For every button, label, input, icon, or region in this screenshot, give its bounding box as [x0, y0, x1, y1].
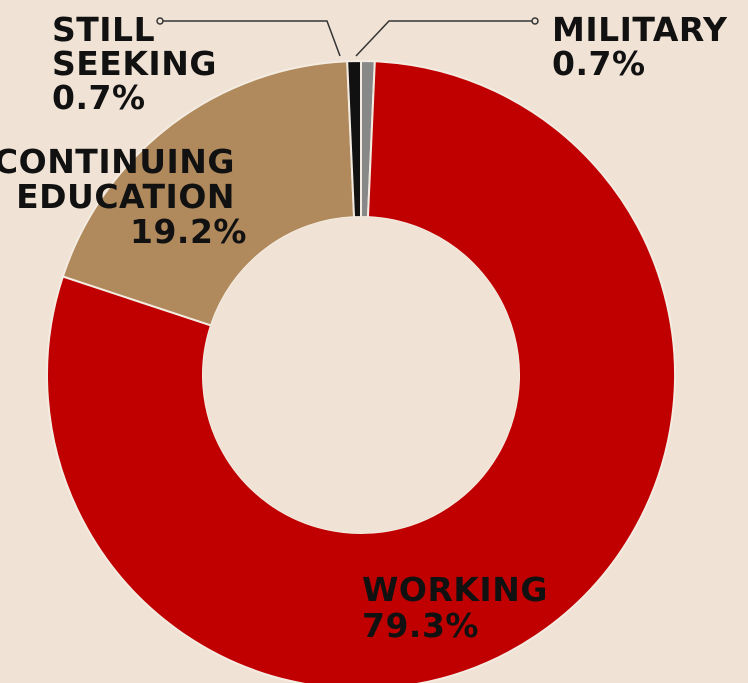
leader-line-military — [355, 20, 535, 57]
leader-line-still-seeking — [160, 20, 341, 57]
label-continuing-education-line-1: CONTINUING — [0, 142, 235, 181]
label-working-value: 79.3% — [362, 606, 479, 645]
leader-lines — [156, 17, 539, 57]
leader-dot-still-seeking — [156, 17, 164, 25]
label-military: MILITARY 0.7% — [552, 10, 739, 83]
label-still-seeking-value: 0.7% — [52, 78, 146, 117]
leader-dot-military — [531, 17, 539, 25]
label-continuing-education: CONTINUING EDUCATION 19.2% — [0, 142, 247, 251]
label-military-line-1: MILITARY — [552, 10, 728, 49]
label-still-seeking: STILL SEEKING 0.7% — [52, 10, 229, 117]
label-still-seeking-line-1: STILL — [52, 10, 155, 49]
label-continuing-education-value: 19.2% — [130, 212, 247, 251]
label-still-seeking-line-2: SEEKING — [52, 44, 217, 83]
label-continuing-education-line-2: EDUCATION — [16, 177, 235, 216]
label-military-value: 0.7% — [552, 44, 646, 83]
donut-hole — [203, 217, 519, 533]
label-working-line-1: WORKING — [362, 570, 548, 609]
label-working: WORKING 79.3% — [362, 570, 560, 645]
